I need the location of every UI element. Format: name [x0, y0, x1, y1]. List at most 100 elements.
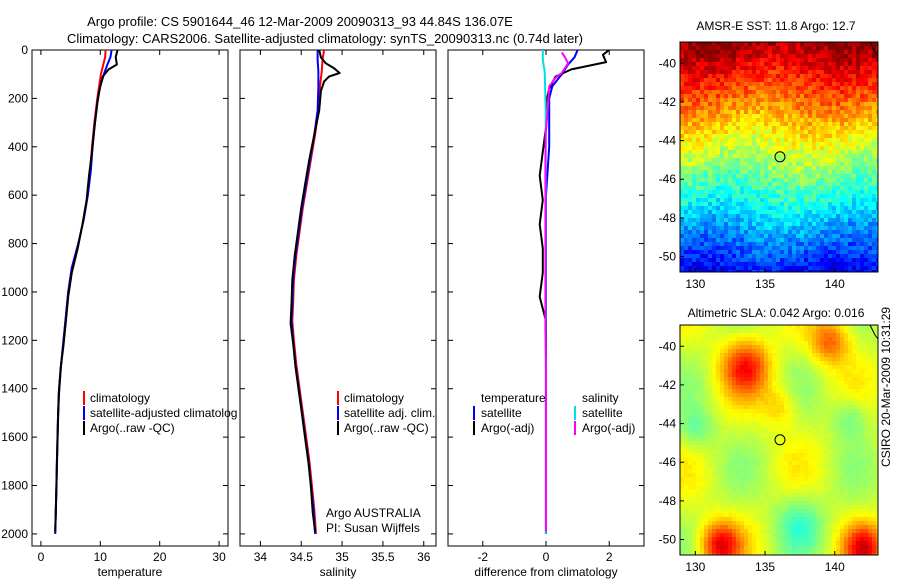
map-cell — [860, 429, 865, 434]
map-cell — [772, 214, 777, 219]
map-cell — [684, 154, 689, 159]
map-cell — [760, 106, 765, 111]
map-cell — [772, 246, 777, 251]
map-cell — [804, 182, 809, 187]
map-cell — [832, 226, 837, 231]
map-cell — [784, 110, 789, 115]
map-cell — [728, 122, 733, 127]
map-cell — [736, 114, 741, 119]
map-cell — [696, 138, 701, 143]
map-cell — [756, 369, 761, 374]
map-cell — [712, 82, 717, 87]
map-cell — [724, 385, 729, 390]
map-cell — [852, 258, 857, 263]
map-cell — [856, 353, 861, 358]
map-cell — [832, 246, 837, 251]
temperature-legend: climatology satellite-adjusted climatolo… — [83, 391, 237, 435]
map-cell — [756, 353, 761, 358]
map-cell — [680, 194, 685, 199]
map-cell — [864, 190, 869, 195]
map-cell — [804, 325, 809, 330]
map-cell — [840, 357, 845, 362]
map-cell — [836, 361, 841, 366]
map-cell — [844, 357, 849, 362]
map-cell — [760, 433, 765, 438]
map-cell — [828, 150, 833, 155]
map-cell — [684, 429, 689, 434]
map-cell — [688, 401, 693, 406]
map-cell — [736, 389, 741, 394]
map-cell — [744, 333, 749, 338]
map-cell — [684, 70, 689, 75]
map-cell — [832, 405, 837, 410]
map-cell — [736, 150, 741, 155]
map-cell — [720, 46, 725, 51]
map-cell — [744, 194, 749, 199]
map-cell — [840, 234, 845, 239]
map-cell — [748, 98, 753, 103]
map-cell — [688, 461, 693, 466]
map-cell — [748, 70, 753, 75]
map-cell — [788, 126, 793, 131]
map-cell — [756, 250, 761, 255]
map-cell — [740, 190, 745, 195]
map-cell — [876, 365, 878, 370]
map-cell — [728, 433, 733, 438]
map-cell — [848, 457, 853, 462]
map-cell — [732, 170, 737, 175]
map-cell — [720, 457, 725, 462]
map-cell — [688, 130, 693, 135]
map-cell — [760, 130, 765, 135]
map-cell — [760, 329, 765, 334]
sst-map: 130 135 140-40-42-44-46-48-50 — [659, 41, 879, 291]
map-cell — [756, 198, 761, 203]
map-cell — [748, 178, 753, 183]
map-cell — [836, 54, 841, 59]
map-cell — [788, 453, 793, 458]
map-cell — [772, 198, 777, 203]
map-cell — [752, 377, 757, 382]
map-cell — [728, 333, 733, 338]
map-cell — [872, 170, 877, 175]
map-cell — [860, 162, 865, 167]
map-cell — [820, 453, 825, 458]
map-cell — [772, 226, 777, 231]
map-cell — [752, 82, 757, 87]
map-cell — [708, 365, 713, 370]
map-cell — [788, 122, 793, 127]
map-cell — [744, 90, 749, 95]
map-cell — [792, 154, 797, 159]
map-cell — [732, 425, 737, 430]
map-cell — [816, 262, 821, 267]
map-cell — [804, 90, 809, 95]
map-cell — [872, 186, 877, 191]
map-cell — [776, 393, 781, 398]
map-cell — [876, 98, 878, 103]
map-cell — [740, 154, 745, 159]
map-cell — [860, 138, 865, 143]
map-cell — [832, 333, 837, 338]
map-cell — [692, 329, 697, 334]
map-cell — [760, 182, 765, 187]
map-cell — [708, 357, 713, 362]
map-cell — [792, 449, 797, 454]
map-cell — [808, 250, 813, 255]
map-cell — [864, 162, 869, 167]
map-cell — [856, 238, 861, 243]
map-cell — [684, 114, 689, 119]
map-cell — [828, 62, 833, 67]
y-tick-label: 1600 — [1, 430, 28, 444]
map-cell — [852, 341, 857, 346]
map-cell — [704, 262, 709, 267]
map-cell — [864, 142, 869, 147]
map-cell — [784, 254, 789, 259]
map-cell — [768, 393, 773, 398]
map-cell — [812, 142, 817, 147]
map-cell — [688, 218, 693, 223]
map-cell — [856, 218, 861, 223]
map-cell — [800, 373, 805, 378]
map-cell — [816, 218, 821, 223]
map-cell — [696, 333, 701, 338]
map-cell — [868, 469, 873, 474]
map-cell — [776, 413, 781, 418]
